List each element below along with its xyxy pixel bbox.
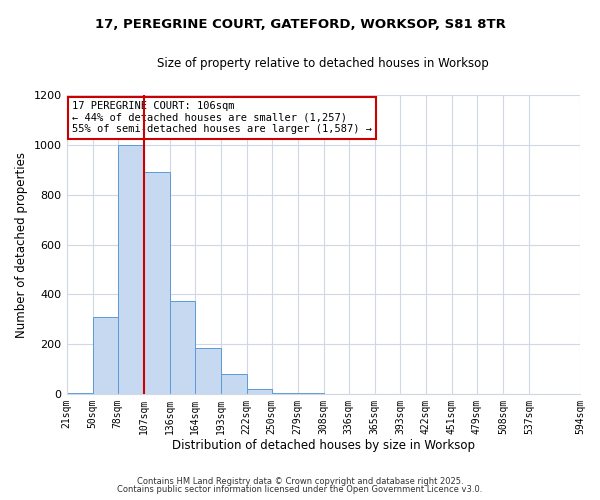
- X-axis label: Distribution of detached houses by size in Worksop: Distribution of detached houses by size …: [172, 440, 475, 452]
- Y-axis label: Number of detached properties: Number of detached properties: [15, 152, 28, 338]
- Bar: [67, 392, 92, 394]
- Bar: [194, 348, 221, 394]
- Text: Contains public sector information licensed under the Open Government Licence v3: Contains public sector information licen…: [118, 485, 482, 494]
- Bar: [170, 300, 194, 394]
- Bar: [221, 374, 247, 394]
- Text: Contains HM Land Registry data © Crown copyright and database right 2025.: Contains HM Land Registry data © Crown c…: [137, 477, 463, 486]
- Bar: [92, 316, 118, 394]
- Text: 17 PEREGRINE COURT: 106sqm
← 44% of detached houses are smaller (1,257)
55% of s: 17 PEREGRINE COURT: 106sqm ← 44% of deta…: [71, 101, 371, 134]
- Text: 17, PEREGRINE COURT, GATEFORD, WORKSOP, S81 8TR: 17, PEREGRINE COURT, GATEFORD, WORKSOP, …: [95, 18, 505, 30]
- Bar: [143, 172, 170, 394]
- Bar: [272, 392, 298, 394]
- Bar: [247, 389, 272, 394]
- Bar: [118, 145, 143, 394]
- Title: Size of property relative to detached houses in Worksop: Size of property relative to detached ho…: [157, 58, 489, 70]
